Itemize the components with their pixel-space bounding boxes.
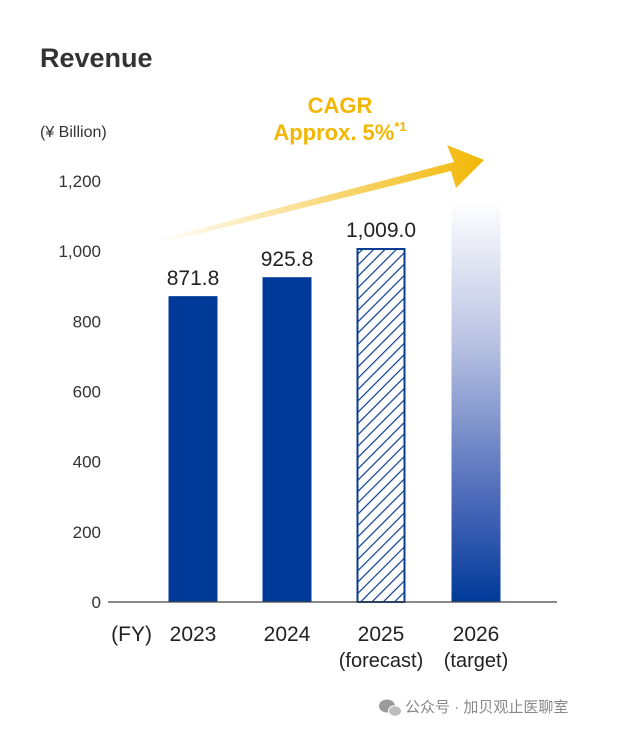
x-axis-labels: 2023 2024 2025 (forecast) 2026 (target) [170, 623, 509, 672]
cagr-label-line1: CAGR [308, 93, 373, 118]
y-tick-label: 400 [73, 453, 101, 472]
cagr-arrow-shape [160, 145, 484, 243]
bars: 871.8 925.8 1,009.0 [167, 203, 501, 604]
x-tick-sublabel: (forecast) [339, 650, 423, 672]
y-tick-label: 0 [92, 593, 101, 612]
watermark: 公众号 · 加贝观止医聊室 [379, 699, 568, 717]
y-unit-label: (¥ Billion) [40, 124, 107, 141]
x-tick-sublabel: (target) [444, 650, 508, 672]
bar-2026 [451, 203, 501, 602]
x-tick-label: 2025 [358, 623, 405, 646]
y-tick-label: 600 [73, 383, 101, 402]
cagr-arrow [160, 145, 484, 243]
y-tick-label: 800 [73, 312, 101, 331]
y-tick-label: 1,200 [58, 172, 101, 191]
cagr-label-line2-group: Approx. 5%*1 [273, 119, 406, 145]
wechat-icon [379, 699, 402, 717]
chart-title: Revenue [40, 43, 153, 73]
cagr-label-line2: Approx. 5% [273, 120, 394, 145]
x-tick-label: 2024 [264, 623, 311, 646]
bar-2025 [356, 248, 406, 604]
y-tick-label: 1,000 [58, 242, 101, 261]
bar-2024 [262, 277, 312, 602]
watermark-text: 公众号 · 加贝观止医聊室 [405, 699, 568, 716]
data-label-2024: 925.8 [261, 248, 314, 271]
data-label-2025: 1,009.0 [346, 219, 416, 242]
x-tick-label: 2023 [170, 623, 217, 646]
data-label-2023: 871.8 [167, 267, 220, 290]
y-axis-ticks: 0 200 400 600 800 1,000 1,200 [58, 172, 101, 612]
x-tick-label: 2026 [453, 623, 500, 646]
bar-2023 [168, 296, 218, 602]
y-tick-label: 200 [73, 523, 101, 542]
fy-label: (FY) [111, 623, 152, 646]
cagr-footnote-mark: *1 [394, 119, 406, 134]
